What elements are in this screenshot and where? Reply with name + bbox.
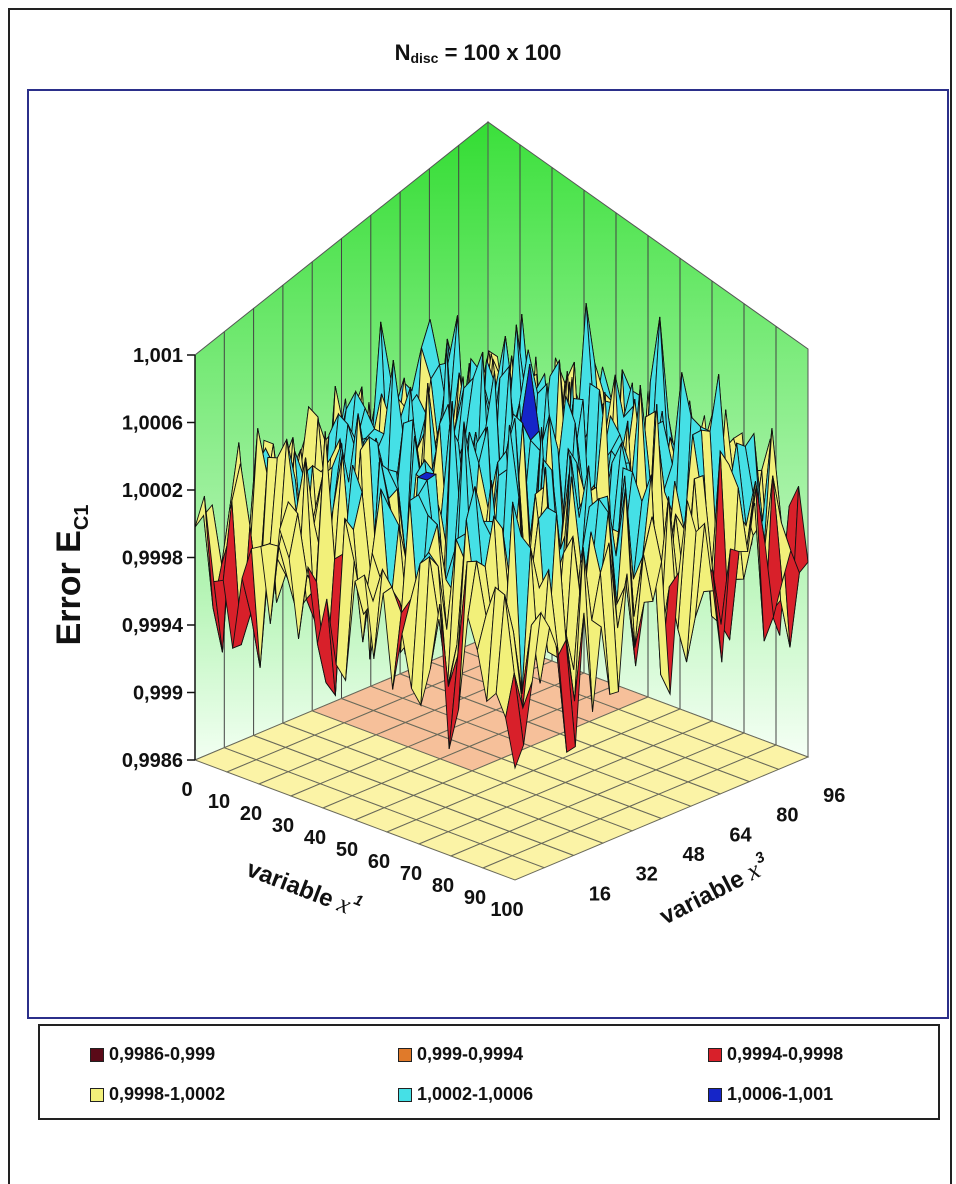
floor-grid <box>193 636 810 881</box>
y-tick-label: 96 <box>823 785 845 807</box>
y-tick-label: 64 <box>729 824 752 846</box>
z-tick-label: 0,9986 <box>122 750 183 772</box>
x-tick-label: 60 <box>368 851 390 873</box>
legend-item: 0,9998-1,0002 <box>90 1084 225 1105</box>
surface-cell <box>505 672 525 770</box>
chart-title: Ndisc = 100 x 100 <box>394 40 562 66</box>
x-tick-label: 20 <box>240 803 262 825</box>
z-tick-label: 0,999 <box>133 683 183 705</box>
y-tick-label: 80 <box>776 805 798 827</box>
legend-label: 1,0002-1,0006 <box>417 1084 534 1104</box>
x-tick-label: 40 <box>304 827 326 849</box>
legend-label: 0,9986-0,999 <box>109 1044 216 1064</box>
legend-swatch <box>398 1047 412 1062</box>
legend-swatch <box>708 1047 722 1062</box>
x-axis-label: variable x1 <box>243 852 365 924</box>
x-tick-label: 70 <box>400 863 422 885</box>
x-tick-label: 0 <box>181 779 192 801</box>
legend-label: 0,9998-1,0002 <box>109 1084 226 1104</box>
x-tick-label: 50 <box>336 839 358 861</box>
legend-label: 0,999-0,9994 <box>417 1044 524 1064</box>
z-tick-label: 1,0006 <box>122 413 183 435</box>
x-tick-label: 80 <box>432 875 454 897</box>
y-tick-label: 16 <box>589 883 611 905</box>
legend-item: 0,999-0,9994 <box>398 1044 523 1065</box>
legend-swatch <box>90 1087 104 1102</box>
floor-cell <box>745 744 810 770</box>
legend-label: 1,0006-1,001 <box>727 1084 834 1104</box>
z-tick-label: 1,001 <box>133 345 183 367</box>
legend-label: 0,9994-0,9998 <box>727 1044 844 1064</box>
legend-swatch <box>398 1087 412 1102</box>
axes: 1,001 1,0006 1,0002 0,9998 0,9994 0,999 0,9986… <box>122 345 846 921</box>
legend-item: 1,0006-1,001 <box>708 1084 833 1105</box>
x-tick-label: 10 <box>208 791 230 813</box>
y-axis-label: variable x3 <box>654 848 775 930</box>
legend: 0,9986-0,999 0,999-0,9994 0,9994-0,9998 … <box>38 1024 940 1120</box>
z-tick-label: 0,9994 <box>122 615 184 637</box>
legend-swatch <box>708 1087 722 1102</box>
y-tick-label: 32 <box>636 864 658 886</box>
x-tick-label: 100 <box>490 899 523 921</box>
legend-item: 1,0002-1,0006 <box>398 1084 533 1105</box>
z-axis-label: Error EC1 <box>50 505 93 646</box>
y-tick-label: 48 <box>683 844 705 866</box>
z-tick-label: 0,9998 <box>122 548 183 570</box>
x-tick-label: 90 <box>464 887 486 909</box>
x-tick-label: 30 <box>272 815 294 837</box>
error-surface <box>194 302 809 770</box>
z-tick-label: 1,0002 <box>122 480 183 502</box>
legend-item: 0,9994-0,9998 <box>708 1044 843 1065</box>
legend-swatch <box>90 1047 104 1062</box>
legend-item: 0,9986-0,999 <box>90 1044 215 1065</box>
